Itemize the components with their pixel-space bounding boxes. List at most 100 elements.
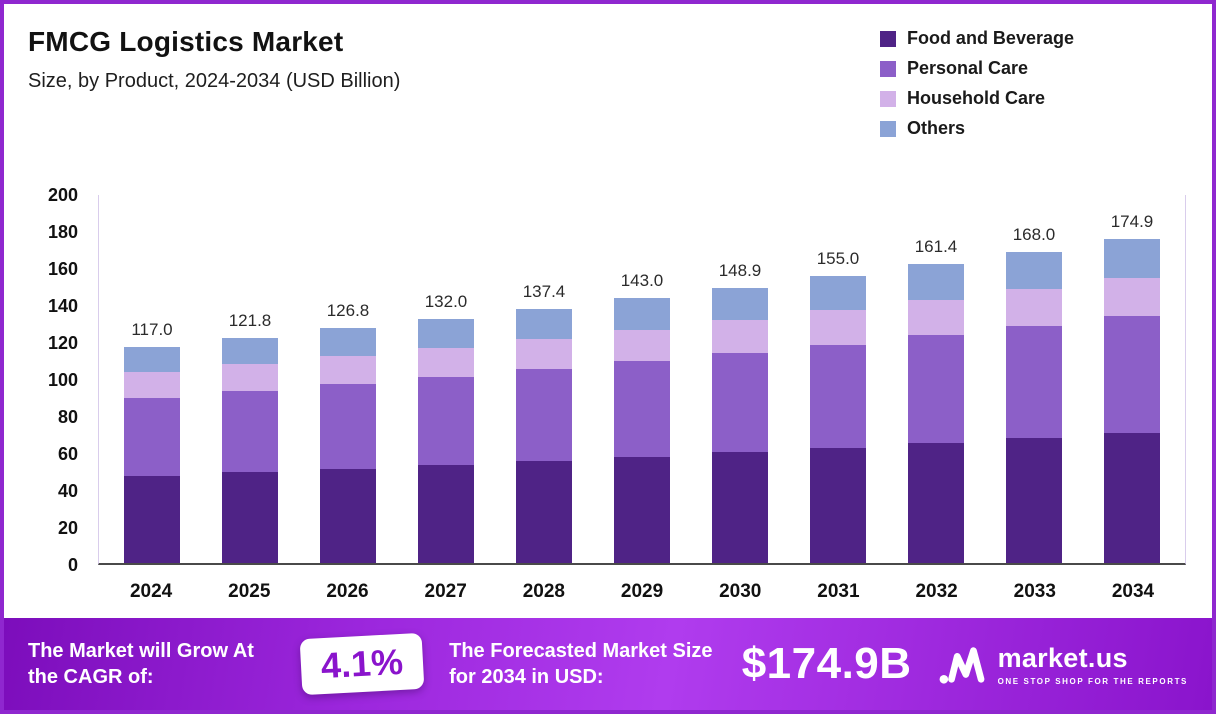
bar-segment-food-and-beverage — [418, 464, 474, 563]
bar-segment-food-and-beverage — [712, 452, 768, 563]
brand-name: market.us — [997, 642, 1128, 673]
bar-total-label: 126.8 — [326, 301, 370, 321]
x-axis-label: 2024 — [129, 581, 173, 602]
cagr-label: The Market will Grow At the CAGR of: — [28, 640, 254, 688]
cagr-value-badge: 4.1% — [299, 632, 425, 696]
bar-segment-others — [908, 264, 964, 300]
brand-text: market.us ONE STOP SHOP FOR THE REPORTS — [998, 643, 1188, 686]
bar-total-label: 174.9 — [1110, 212, 1154, 232]
bar-segment-household-care — [614, 329, 670, 362]
bar-segment-personal-care — [124, 398, 180, 477]
y-tick-label: 40 — [57, 481, 78, 501]
x-axis-label: 2027 — [424, 581, 467, 602]
bar-segment-personal-care — [320, 384, 376, 469]
bar-column: 143.0 — [593, 195, 691, 563]
legend-item: Personal Care — [879, 58, 1074, 79]
bar-segment-personal-care — [810, 344, 866, 448]
chart-header: FMCG Logistics Market Size, by Product, … — [28, 20, 1186, 139]
y-tick-label: 160 — [47, 259, 78, 279]
bar-segment-personal-care — [418, 376, 474, 465]
x-axis-label: 2029 — [620, 581, 664, 602]
forecast-label: The Forecasted Market Size for 2034 in U… — [449, 640, 713, 688]
bar-segment-others — [1006, 252, 1062, 289]
legend-swatch — [879, 90, 896, 107]
bar-column: 137.4 — [495, 195, 593, 563]
page-title: FMCG Logistics Market — [28, 26, 344, 57]
x-axis-label: 2030 — [719, 581, 762, 602]
bar-segment-household-care — [810, 310, 866, 345]
bar-segment-food-and-beverage — [320, 468, 376, 563]
y-tick-label: 100 — [47, 370, 78, 390]
bar-segment-household-care — [712, 320, 768, 354]
y-tick-label: 20 — [57, 518, 78, 538]
bar-segment-food-and-beverage — [222, 472, 278, 563]
bar-column: 168.0 — [985, 195, 1083, 563]
legend-swatch — [879, 60, 896, 77]
brand-logo[interactable]: market.us ONE STOP SHOP FOR THE REPORTS — [938, 643, 1188, 686]
legend-label: Personal Care — [906, 58, 1029, 78]
footer-banner: The Market will Grow At the CAGR of: 4.1… — [4, 618, 1212, 710]
x-axis-label: 2025 — [228, 581, 271, 602]
bar-column: 148.9 — [691, 195, 789, 563]
x-axis-label: 2026 — [326, 581, 369, 602]
legend-swatch — [879, 120, 896, 137]
page-subtitle: Size, by Product, 2024-2034 (USD Billion… — [28, 70, 401, 92]
forecast-value: $174.9B — [741, 639, 912, 688]
bar-column: 117.0 — [103, 195, 201, 563]
legend-label: Food and Beverage — [906, 28, 1074, 48]
x-axis-label: 2028 — [522, 581, 565, 602]
bar-total-label: 148.9 — [718, 260, 762, 280]
bar-segment-food-and-beverage — [614, 456, 670, 563]
y-tick-label: 80 — [57, 407, 78, 427]
bar-segment-household-care — [1104, 277, 1160, 317]
bar-segment-others — [1104, 239, 1160, 278]
bar-column: 155.0 — [789, 195, 887, 563]
bar-total-label: 161.4 — [914, 237, 958, 257]
bar-segment-food-and-beverage — [810, 447, 866, 563]
bar-segment-personal-care — [1104, 316, 1160, 433]
bar-column: 132.0 — [397, 195, 495, 563]
legend: Food and Beverage Personal Care Household … — [879, 28, 1074, 139]
y-axis: 0 20 40 60 80 100 120 140 160 180 200 — [28, 185, 94, 575]
legend-item: Household Care — [879, 88, 1074, 109]
x-axis-label: 2032 — [915, 581, 958, 602]
bar-segment-personal-care — [516, 369, 572, 461]
bar-segment-personal-care — [614, 361, 670, 457]
bar-segment-food-and-beverage — [908, 442, 964, 563]
bar-column: 121.8 — [201, 195, 299, 563]
bar-column: 174.9 — [1083, 195, 1181, 563]
bar-segment-others — [516, 308, 572, 339]
legend-label: Others — [906, 118, 965, 138]
bar-segment-household-care — [908, 299, 964, 336]
bar-segment-personal-care — [908, 335, 964, 443]
y-tick-label: 120 — [47, 333, 78, 353]
bar-total-label: 155.0 — [816, 249, 860, 269]
legend-label: Household Care — [906, 88, 1045, 108]
bar-segment-others — [320, 328, 376, 357]
bar-segment-personal-care — [1006, 326, 1062, 438]
legend-item: Food and Beverage — [879, 28, 1074, 49]
bar-segment-others — [124, 346, 180, 373]
bar-segment-household-care — [222, 364, 278, 392]
bar-column: 126.8 — [299, 195, 397, 563]
chart-area: 0 20 40 60 80 100 120 140 160 180 200 117.0 121.8 12… — [28, 185, 1186, 603]
bar-segment-household-care — [516, 338, 572, 370]
bar-segment-others — [614, 298, 670, 330]
y-tick-label: 200 — [47, 185, 78, 205]
y-tick-label: 60 — [57, 444, 78, 464]
bar-segment-others — [222, 337, 278, 365]
brand-tagline: ONE STOP SHOP FOR THE REPORTS — [997, 676, 1188, 686]
legend-swatch — [879, 30, 896, 47]
marketus-icon — [939, 647, 984, 684]
bar-total-label: 168.0 — [1012, 225, 1056, 245]
bar-segment-personal-care — [222, 391, 278, 473]
y-tick-label: 140 — [47, 296, 78, 316]
bar-segment-food-and-beverage — [1006, 437, 1062, 563]
plot-area: 117.0 121.8 126.8 132.0 137.4 143.0 148.9 155.0… — [98, 195, 1186, 565]
bar-total-label: 137.4 — [522, 281, 566, 301]
bar-segment-others — [810, 276, 866, 311]
chart-section: FMCG Logistics Market Size, by Product, … — [4, 4, 1212, 603]
y-tick-label: 0 — [67, 555, 78, 575]
bar-segment-household-care — [320, 356, 376, 385]
